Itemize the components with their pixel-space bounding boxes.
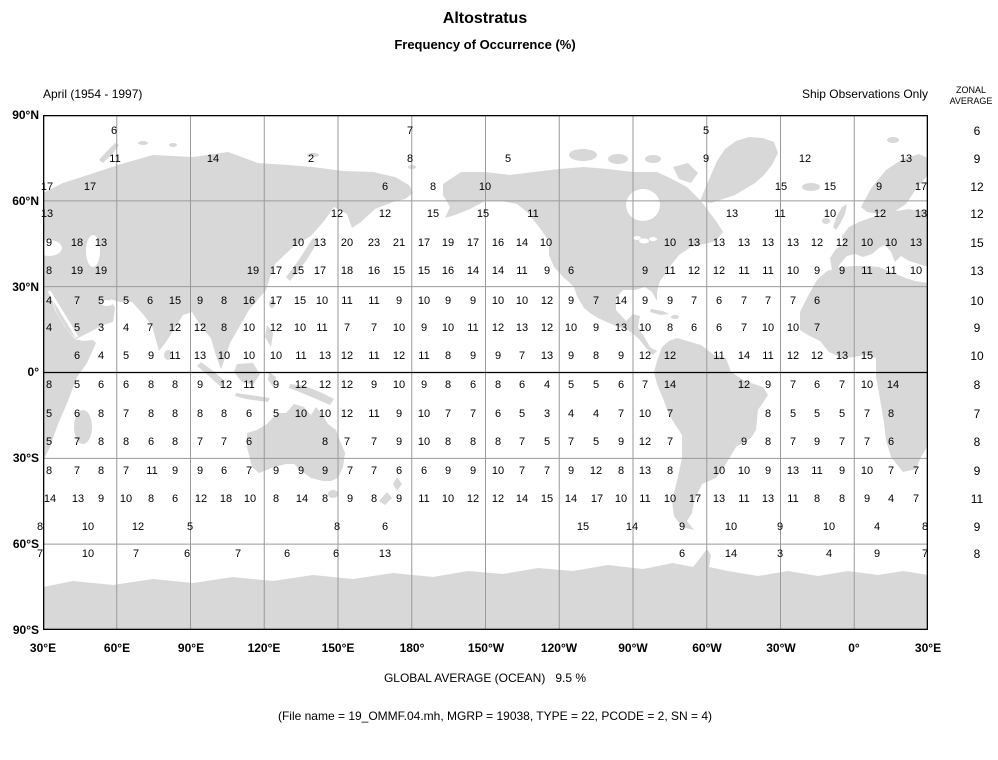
source-note-label: Ship Observations Only (801, 87, 928, 101)
world-map (36, 114, 929, 631)
world-map-svg (36, 114, 929, 631)
zonal-average-value: 8 (973, 547, 981, 561)
zonal-average-value: 10 (970, 294, 984, 308)
land-britain (833, 204, 847, 230)
zonal-average-value: 15 (970, 236, 984, 250)
land-sulawesi (268, 372, 276, 388)
land-south-america (654, 338, 768, 530)
latitude-tick-label: 30°S (12, 451, 39, 465)
zonal-average-value: 10 (970, 349, 984, 363)
zonal-average-value: 12 (970, 207, 984, 221)
zonal-average-value: 8 (973, 435, 981, 449)
page-title: Altostratus (442, 10, 528, 27)
land-borneo (234, 363, 260, 385)
longitude-tick-label: 90°E (177, 641, 205, 655)
land-africa-west (800, 266, 928, 472)
land-madagascar (74, 410, 92, 444)
land-europe (830, 209, 928, 272)
persian-gulf (101, 300, 113, 306)
longitude-tick-label: 0° (848, 641, 860, 655)
land-scandinavia (861, 154, 928, 214)
great-lake-3 (633, 236, 641, 240)
land-hispaniola (671, 315, 679, 319)
latitude-tick-label: 0° (27, 365, 39, 379)
global-average-label: GLOBAL AVERAGE (OCEAN) 9.5 % (383, 671, 587, 685)
longitude-tick-label: 150°W (467, 641, 505, 655)
longitude-tick-label: 120°W (540, 641, 578, 655)
black-sea (36, 240, 62, 256)
land-hainan (237, 299, 245, 305)
land-new-guinea (289, 384, 334, 405)
latitude-tick-label: 30°N (12, 280, 39, 294)
longitude-tick-label: 30°W (766, 641, 796, 655)
zonal-average-value: 9 (973, 520, 981, 534)
land-arctic-speck-2 (169, 143, 177, 147)
land-arctic-speck-1 (138, 141, 148, 145)
hudson-bay (626, 189, 660, 221)
file-info-label: (File name = 19_OMMF.04.mh, MGRP = 19038… (277, 709, 713, 723)
longitude-tick-label: 30°E (29, 641, 57, 655)
land-australia (247, 404, 345, 481)
zonal-header-line1: ZONAL (955, 85, 986, 95)
longitude-tick-label: 90°W (618, 641, 648, 655)
zonal-average-value: 13 (970, 264, 984, 278)
land-cuba (650, 309, 669, 315)
land-baffin (673, 163, 698, 183)
longitude-tick-label: 120°E (247, 641, 281, 655)
longitude-tick-label: 60°W (692, 641, 722, 655)
land-java (235, 393, 270, 402)
zonal-header-line2: AVERAGE (949, 96, 993, 106)
land-ireland (822, 218, 830, 224)
latitude-tick-label: 60°S (12, 537, 39, 551)
water-bodies (36, 189, 660, 338)
page-subtitle: Frequency of Occurrence (%) (394, 37, 576, 52)
land-greenland (700, 137, 778, 203)
land-new-zealand-south (379, 492, 392, 505)
period-label: April (1954 - 1997) (43, 87, 143, 101)
land-svalbard (887, 137, 899, 143)
land-sri-lanka (164, 350, 172, 360)
map-frame (42, 114, 929, 631)
zonal-average-value: 7 (973, 407, 981, 421)
zonal-average-value: 6 (973, 124, 981, 138)
latitude-tick-label: 90°N (12, 108, 39, 122)
land-tasmania (328, 490, 338, 498)
latitude-tick-label: 90°S (12, 623, 39, 637)
longitude-tick-label: 60°E (103, 641, 131, 655)
land-taiwan (269, 300, 275, 308)
land-japan (286, 238, 318, 281)
zonal-average-value: 9 (973, 152, 981, 166)
land-arctic-speck-3 (307, 153, 319, 157)
zonal-average-value: 8 (973, 378, 981, 392)
zonal-average-value: 9 (973, 321, 981, 335)
land-eurasia (43, 152, 413, 369)
zonal-average-value: 9 (973, 464, 981, 478)
land-arctic-island-1 (569, 149, 597, 161)
zonal-average-value: 12 (970, 180, 984, 194)
great-lake-1 (639, 238, 649, 244)
red-sea (47, 290, 79, 338)
caspian-sea (86, 235, 100, 267)
longitude-tick-label: 30°E (914, 641, 942, 655)
land-iceland (802, 183, 820, 191)
land-new-zealand-north (393, 477, 402, 491)
longitude-tick-label: 180° (399, 641, 425, 655)
land-sumatra (197, 362, 225, 387)
land-arctic-island-3 (645, 155, 661, 163)
land-novaya-zemlya (99, 143, 119, 163)
great-lake-2 (649, 237, 657, 241)
zonal-average-value: 11 (970, 492, 984, 506)
land-philippines (265, 325, 273, 347)
land-arctic-island-2 (608, 154, 628, 164)
latitude-tick-label: 60°N (12, 194, 39, 208)
longitude-tick-label: 150°E (321, 641, 355, 655)
zonal-average-header: ZONAL AVERAGE (944, 85, 998, 107)
